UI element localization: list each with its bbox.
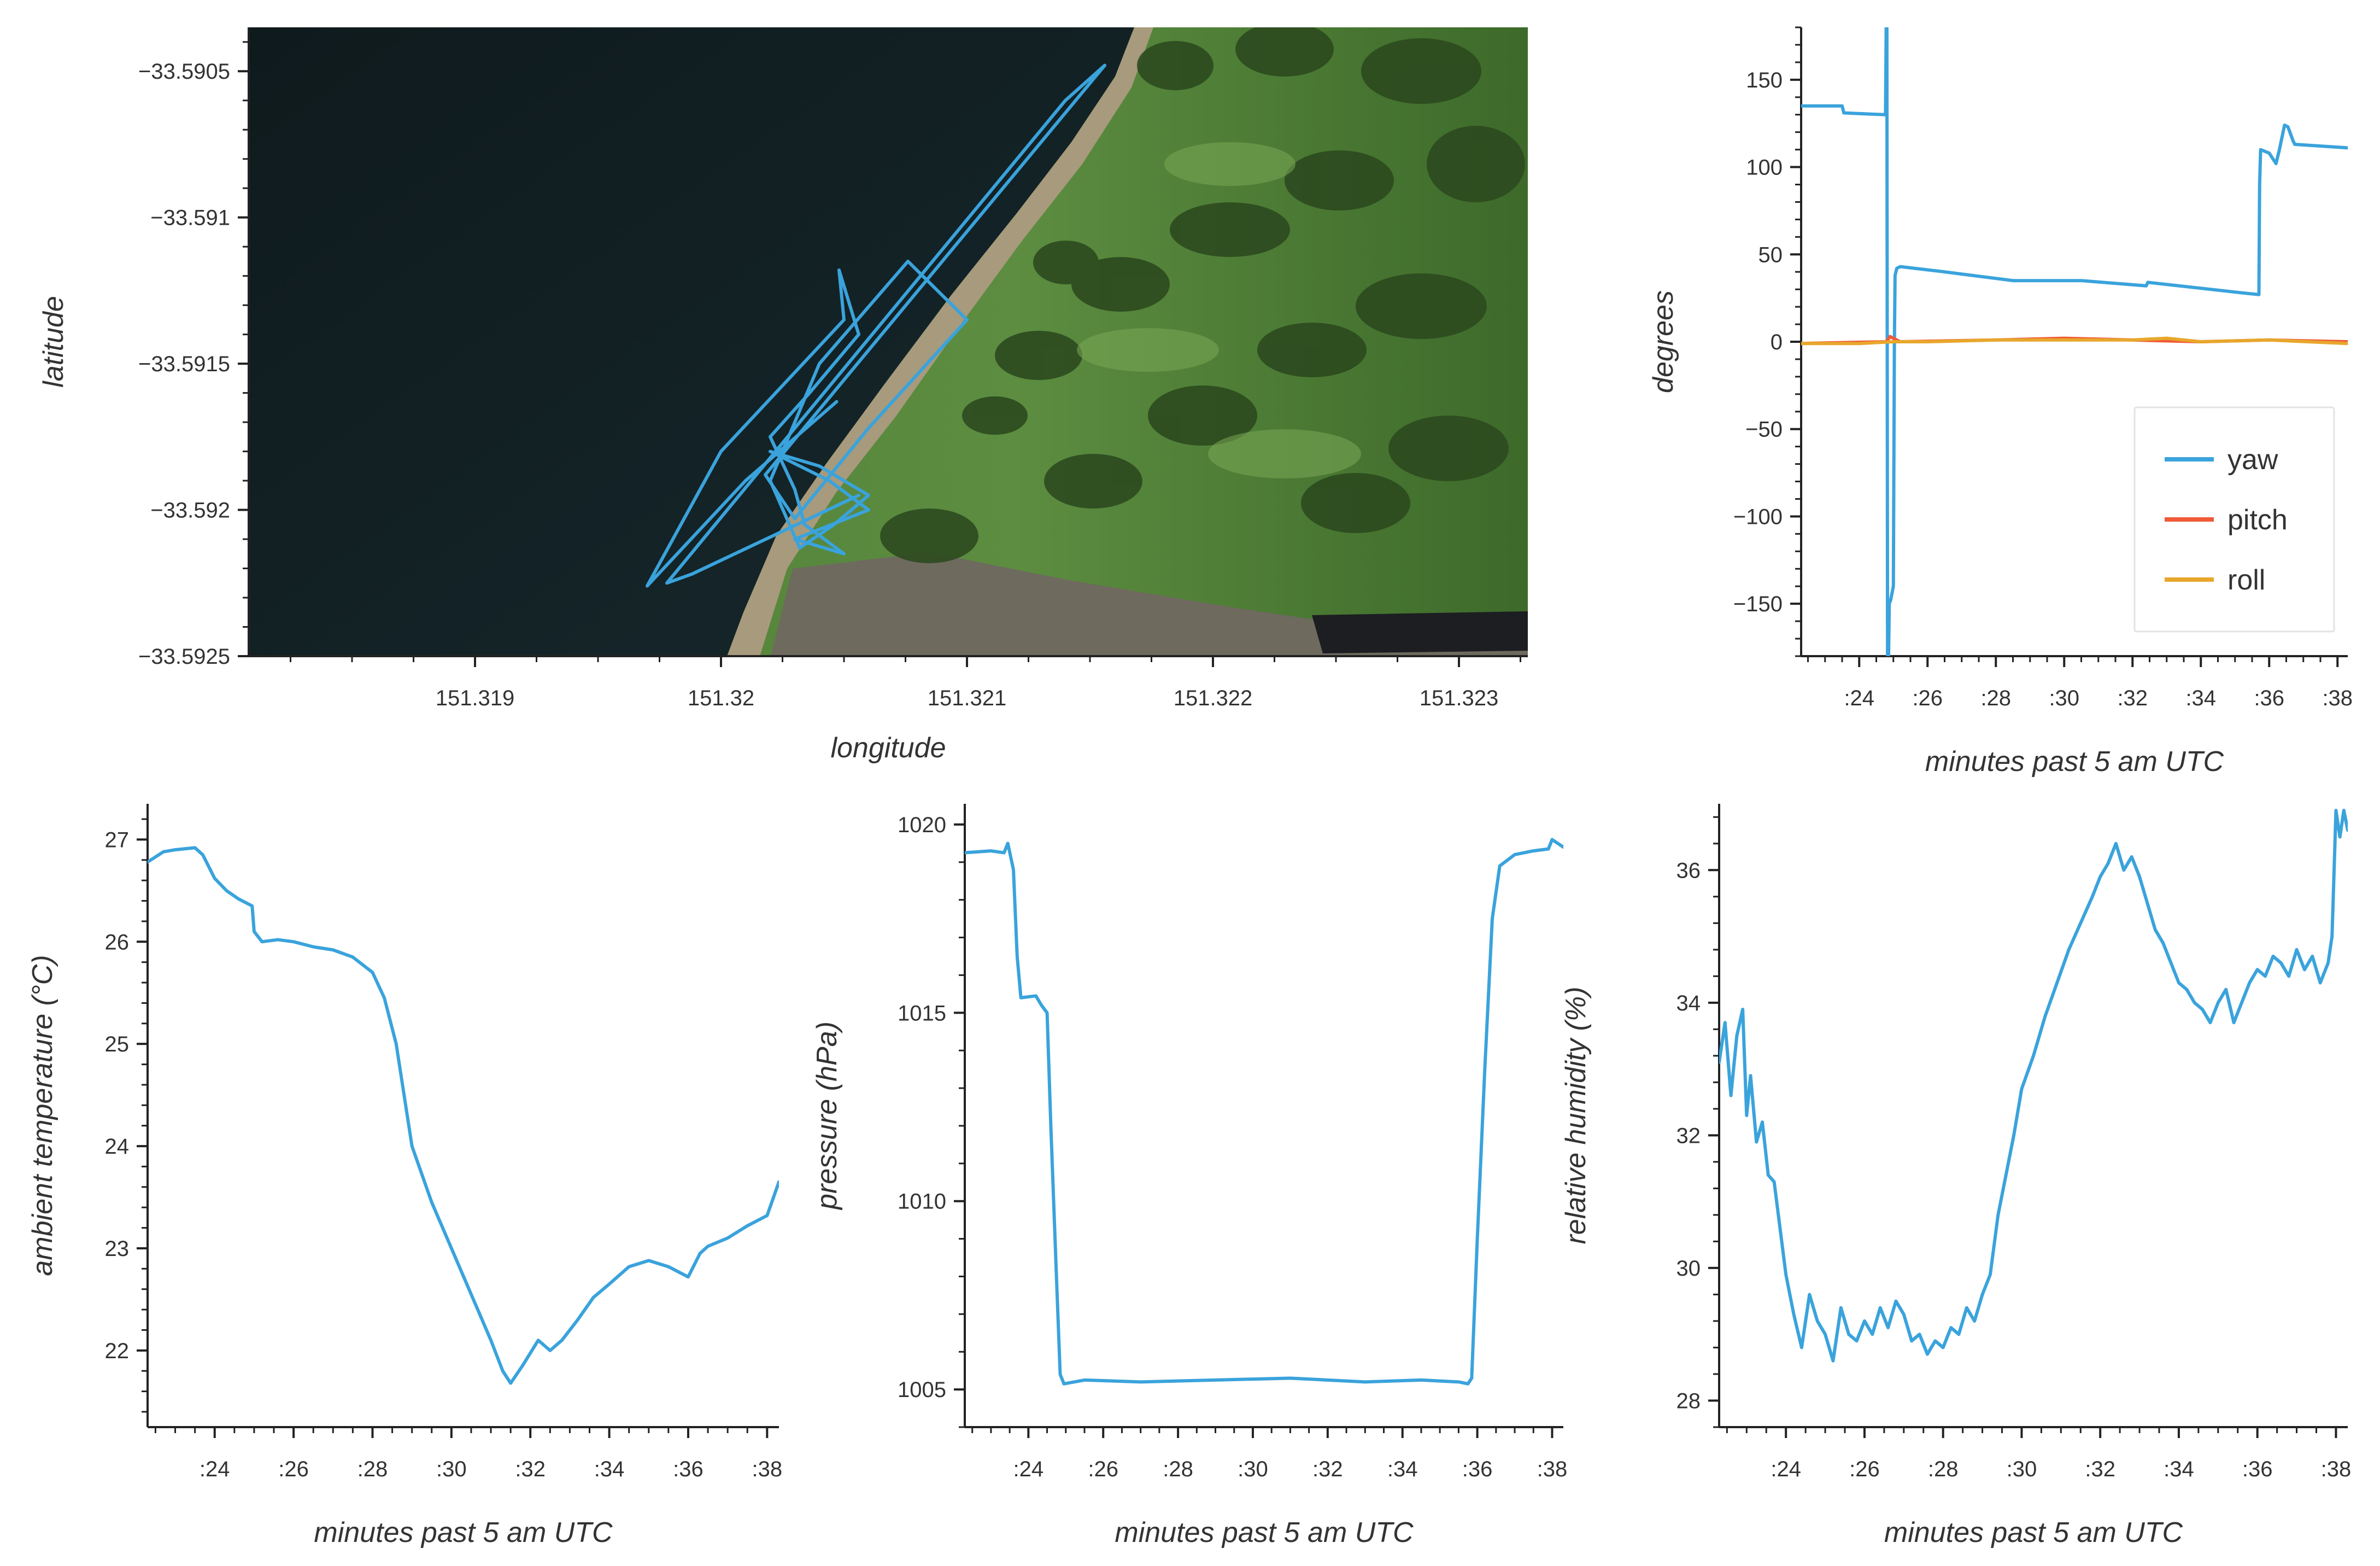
y-tick-label: 28 [1676,1389,1701,1413]
x-tick-label: 151.319 [436,686,515,710]
temperature-series-line [148,846,779,1385]
x-tick-label: :36 [2242,1457,2273,1481]
x-tick-label: :34 [2164,1457,2194,1481]
x-tick-label: :38 [2322,686,2353,710]
y-axis-title: degrees [1648,290,1679,393]
satellite-imagery [249,27,1528,656]
chart-temperature: :24 :26 :28 :30 :32 :34 :36 :38 27 26 25 24 23 22 minu… [27,804,782,1549]
x-tick-label: :38 [1537,1457,1568,1481]
x-tick-label: :36 [1462,1457,1493,1481]
x-tick-label: :34 [2185,686,2216,710]
x-axis-title: minutes past 5 am UTC [1925,746,2224,778]
x-tick-label: 151.32 [688,686,754,710]
x-tick-label: :24 [200,1457,230,1481]
x-tick-label: :34 [594,1457,625,1481]
x-tick-label: :30 [2007,1457,2037,1481]
humidity-series-line [1719,809,2348,1363]
x-tick-label: :30 [1238,1457,1268,1481]
y-tick-label: 22 [105,1339,130,1363]
legend-box [2133,406,2335,633]
y-tick-label: −33.5905 [138,60,230,84]
y-tick-label: 25 [105,1032,130,1056]
legend: yaw pitch roll [2133,406,2335,633]
y-tick-label: 24 [105,1135,130,1159]
x-axis-title: longitude [830,732,946,764]
legend-label-yaw: yaw [2227,444,2278,476]
x-tick-label: :24 [1844,686,1874,710]
y-tick-label: −150 [1733,592,1783,616]
chart-pressure: :24 :26 :28 :30 :32 :34 :36 :38 1020 1015 1010 1005… [811,804,1567,1549]
x-tick-label: 151.323 [1420,686,1499,710]
x-tick-label: :24 [1771,1457,1801,1481]
x-tick-label: :26 [1088,1457,1118,1481]
y-tick-label: −33.5925 [138,645,230,669]
y-tick-label: 23 [105,1237,130,1261]
y-axis-title: ambient temperature (°C) [27,955,58,1276]
legend-label-pitch: pitch [2227,504,2288,536]
x-tick-label: :34 [1387,1457,1418,1481]
y-tick-label: 1010 [898,1190,946,1214]
x-tick-label: :30 [436,1457,467,1481]
y-tick-label: −100 [1733,505,1783,529]
yaw-series-line [1801,27,2348,656]
x-tick-label: :28 [357,1457,388,1481]
x-tick-label: :30 [2049,686,2079,710]
chart-humidity: :24 :26 :28 :30 :32 :34 :36 :38 36 34 32 30 28 minute… [1560,804,2351,1549]
pressure-series-line [965,838,1563,1386]
y-axis-title: relative humidity (%) [1560,986,1592,1244]
chart-attitude: :24 :26 :28 :30 :32 :34 :36 :38 150 100 50 0 −50 −100… [1648,26,2353,778]
y-tick-label: 100 [1746,156,1783,180]
y-tick-label: −33.592 [150,499,230,523]
y-tick-label: 27 [105,828,130,852]
x-tick-label: 151.321 [928,686,1007,710]
x-tick-label: :36 [673,1457,704,1481]
y-tick-label: 1015 [898,1001,946,1025]
y-tick-label: 34 [1676,991,1701,1015]
x-tick-label: :38 [2321,1457,2352,1481]
x-tick-label: :26 [278,1457,309,1481]
x-tick-label: 151.322 [1174,686,1253,710]
y-tick-label: 30 [1676,1257,1701,1281]
y-tick-label: 0 [1771,330,1783,354]
y-tick-label: 1005 [898,1378,946,1402]
y-tick-label: −50 [1745,418,1783,442]
legend-label-roll: roll [2227,564,2265,596]
y-tick-label: 26 [105,930,130,954]
x-tick-label: :28 [1980,686,2011,710]
x-tick-label: :32 [515,1457,546,1481]
gps-track-line [646,63,1106,588]
y-tick-label: 50 [1758,243,1783,267]
y-axis-title: latitude [38,296,69,388]
x-tick-label: :28 [1928,1457,1959,1481]
x-tick-label: :32 [2085,1457,2115,1481]
x-tick-label: :28 [1163,1457,1193,1481]
x-tick-label: :32 [1312,1457,1343,1481]
x-tick-label: :36 [2254,686,2284,710]
x-tick-label: :26 [1849,1457,1880,1481]
y-axis-title: pressure (hPa) [811,1021,843,1211]
y-tick-label: 32 [1676,1124,1701,1148]
x-tick-label: :26 [1912,686,1943,710]
y-tick-label: −33.5915 [138,352,230,376]
x-axis-title: minutes past 5 am UTC [1884,1517,2183,1549]
y-tick-label: 1020 [898,813,946,837]
y-tick-label: 36 [1676,858,1701,883]
x-axis-title: minutes past 5 am UTC [314,1517,613,1549]
y-tick-label: −33.591 [150,206,230,230]
chart-map: 151.319 151.32 151.321 151.322 151.323 −33.59… [38,27,1528,764]
y-tick-label: 150 [1746,68,1783,92]
roll-series-line [1801,336,2348,346]
x-axis-title: minutes past 5 am UTC [1115,1517,1414,1549]
x-tick-label: :24 [1013,1457,1044,1481]
x-tick-label: :38 [752,1457,783,1481]
x-tick-label: :32 [2117,686,2148,710]
